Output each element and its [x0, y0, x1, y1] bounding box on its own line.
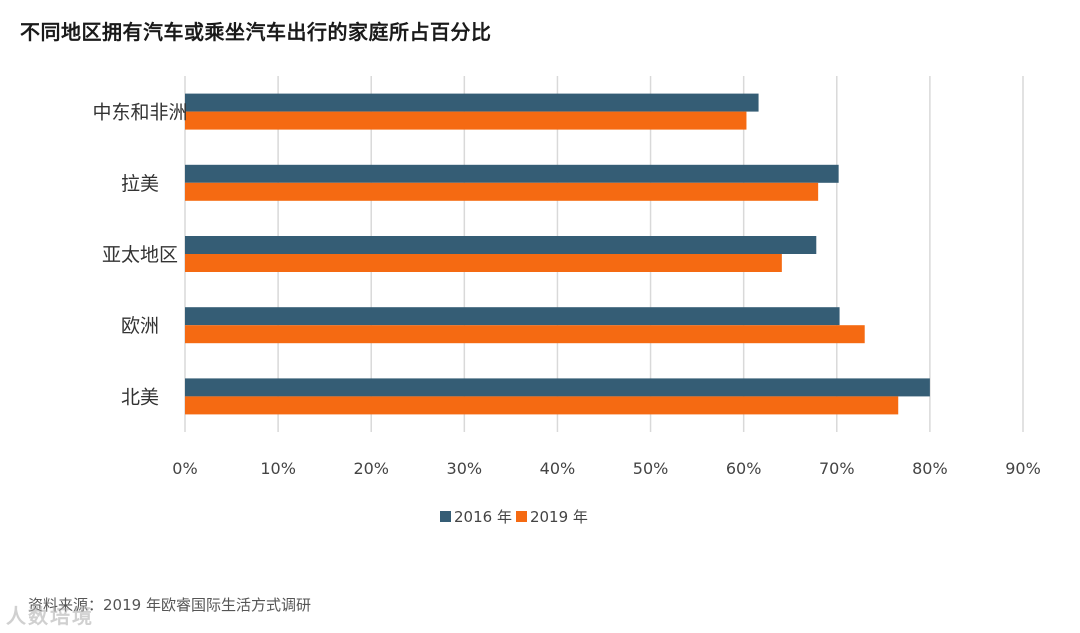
bar-2016: [185, 307, 840, 326]
x-tick-label: 80%: [912, 459, 948, 478]
legend-swatch-2019: [515, 511, 527, 522]
bar-2019: [185, 396, 899, 415]
x-tick-label: 10%: [260, 459, 296, 478]
y-category-label: 欧洲: [121, 315, 159, 337]
legend-label-2019: 2019 年: [529, 508, 588, 526]
chart-legend: 2016 年 2019 年: [440, 506, 592, 527]
bar-2016: [185, 378, 930, 397]
legend-swatch-2016: [440, 511, 451, 522]
bar-2016: [185, 236, 817, 254]
x-tick-label: 0%: [172, 459, 197, 478]
bar-2019: [185, 182, 819, 201]
legend-label-2016: 2016 年: [454, 508, 512, 526]
x-tick-label: 50%: [633, 459, 669, 478]
y-category-label: 中东和非洲: [92, 102, 187, 124]
bar-2019: [185, 254, 782, 272]
y-category-label: 北美: [121, 386, 159, 408]
chart-title: 不同地区拥有汽车或乘坐汽车出行的家庭所占百分比: [20, 20, 492, 44]
x-tick-label: 70%: [819, 459, 855, 478]
bar-2019: [185, 325, 865, 344]
bar-2019: [185, 111, 747, 130]
x-tick-label: 20%: [353, 459, 389, 478]
x-tick-label: 90%: [1005, 459, 1041, 478]
x-tick-label: 40%: [540, 459, 576, 478]
bar-2016: [185, 93, 759, 112]
y-category-label: 亚太地区: [102, 244, 178, 266]
bar-2016: [185, 164, 839, 183]
legend-item-2016: 2016 年: [440, 506, 512, 527]
watermark-logo: 人数培境: [6, 604, 94, 628]
y-category-label: 拉美: [121, 173, 159, 195]
legend-item-2019: 2019 年: [515, 506, 588, 527]
x-tick-label: 30%: [447, 459, 483, 478]
source-note: 资料来源：2019 年欧睿国际生活方式调研: [28, 596, 311, 614]
x-tick-label: 60%: [726, 459, 762, 478]
